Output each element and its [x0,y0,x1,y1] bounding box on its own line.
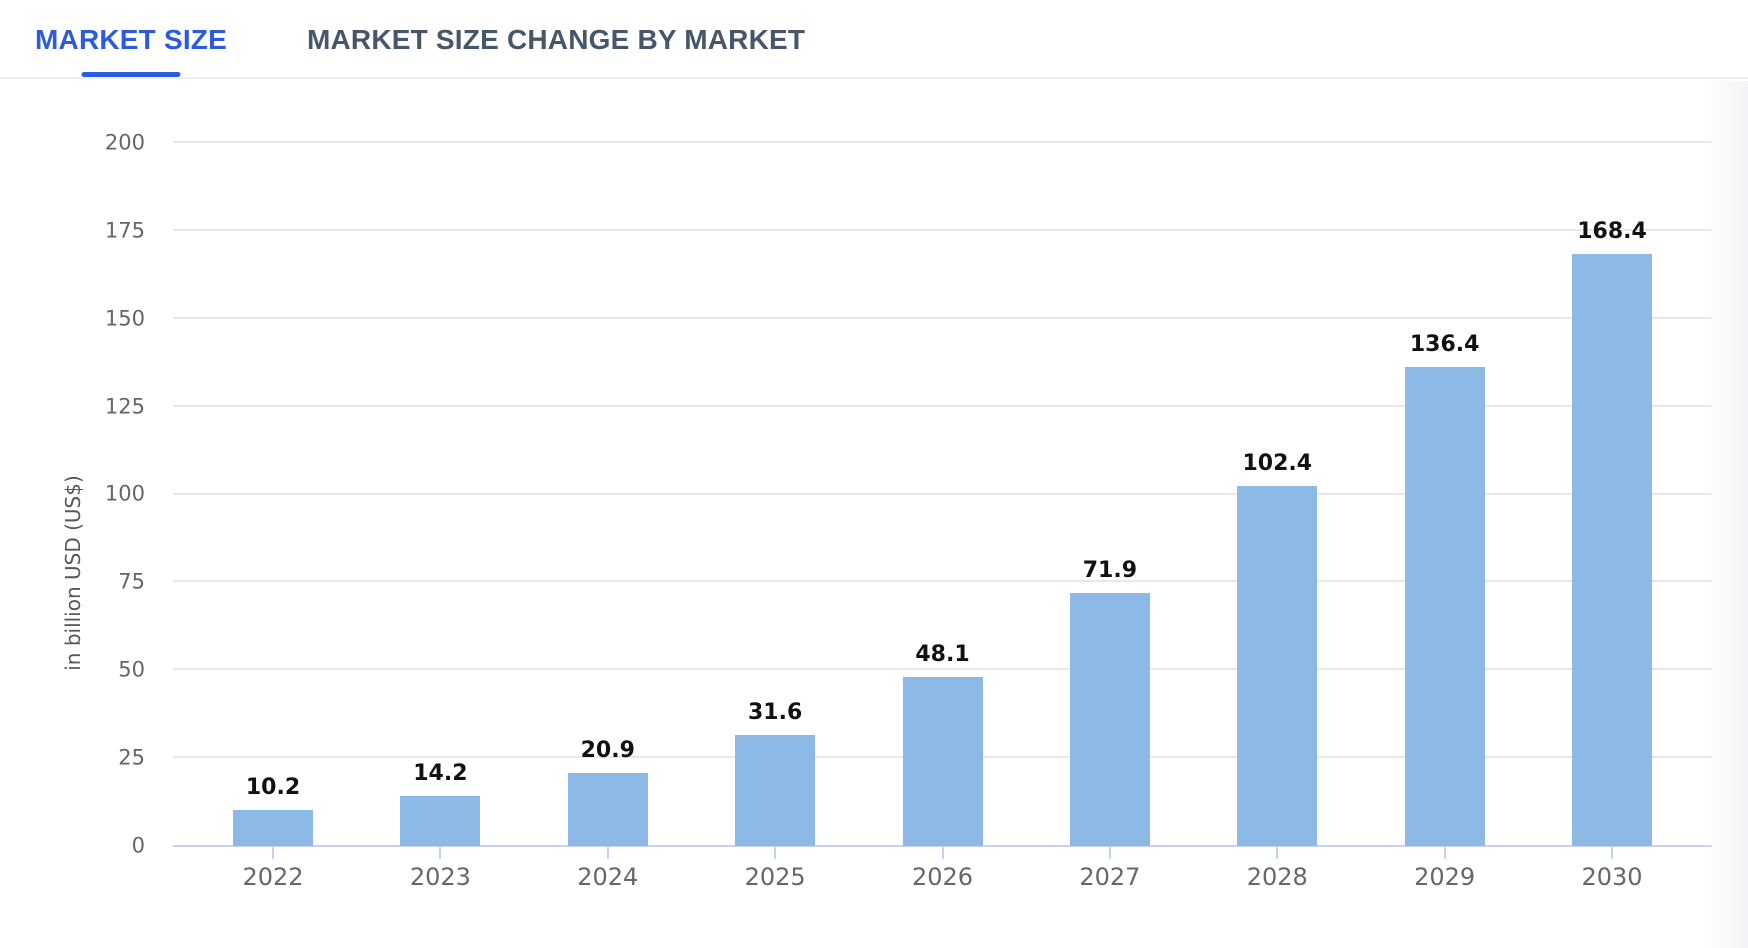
tab-market-size[interactable]: MARKET SIZE [35,22,227,77]
bar-2022[interactable] [233,810,313,846]
bar-value-label-2026: 48.1 [915,641,970,667]
x-tick-mark-2026 [941,846,944,859]
bar-value-label-2028: 102.4 [1242,451,1313,477]
gridline-200 [173,141,1712,143]
x-tick-label-2030: 2030 [1581,863,1643,891]
bar-slot-2027: 71.9 2027 [1069,143,1150,889]
x-tick-mark-2023 [439,846,442,859]
bar-slot-2025: 31.6 2025 [735,143,816,889]
bar-2028[interactable] [1237,486,1318,846]
gridline-175 [173,228,1712,231]
bar-2023[interactable] [400,796,481,846]
y-tick-label-75: 75 [118,569,145,594]
bar-2029[interactable] [1404,366,1485,846]
market-size-bar-chart: in billion USD (US$) 0 25 50 75 100 125 150 175… [0,81,1748,948]
bar-value-label-2025: 31.6 [747,699,803,725]
x-tick-mark-2030 [1611,846,1613,859]
x-tick-label-2028: 2028 [1246,863,1308,891]
bar-value-label-2024: 20.9 [580,737,635,763]
bar-2027[interactable] [1069,593,1150,846]
x-tick-label-2029: 2029 [1414,863,1476,891]
bar-slot-2022: 10.2 2022 [233,143,313,889]
bar-2030[interactable] [1572,254,1652,846]
bar-value-label-2022: 10.2 [245,775,301,801]
tab-market-size-change-label: MARKET SIZE CHANGE BY MARKET [306,23,806,55]
x-tick-mark-2024 [606,846,609,859]
gridline-50 [173,668,1712,671]
bar-slot-2030: 168.4 2030 [1572,143,1652,889]
bar-slot-2028: 102.4 2028 [1237,143,1318,889]
x-tick-mark-2022 [272,846,274,859]
y-tick-label-0: 0 [131,833,145,858]
bar-slot-2024: 20.9 2024 [567,143,648,889]
x-tick-label-2026: 2026 [911,863,974,891]
tab-market-size-label: MARKET SIZE [35,23,227,55]
y-tick-label-50: 50 [118,657,145,682]
x-tick-mark-2029 [1443,846,1446,859]
bars-container: 10.2 2022 14.2 2023 20.9 2024 31.6 2025 48.1 2026… [173,143,1712,889]
gridline-100 [173,492,1712,495]
bar-value-label-2023: 14.2 [413,761,468,787]
y-axis-tick-labels: 0 25 50 75 100 125 150 175 200 [0,131,145,857]
y-tick-label-25: 25 [118,745,145,770]
bar-value-label-2027: 71.9 [1082,558,1138,584]
tab-market-size-change-by-market[interactable]: MARKET SIZE CHANGE BY MARKET [307,22,805,56]
bar-slot-2026: 48.1 2026 [902,143,983,889]
bar-2026[interactable] [902,676,983,846]
x-tick-mark-2027 [1108,846,1111,859]
bar-value-label-2029: 136.4 [1409,331,1480,357]
gridline-75 [173,580,1712,583]
gridline-125 [173,404,1712,407]
x-tick-label-2025: 2025 [744,863,806,891]
plot-area: 10.2 2022 14.2 2023 20.9 2024 31.6 2025 48.1 2026… [173,141,1712,889]
y-tick-label-200: 200 [104,130,145,155]
y-tick-label-175: 175 [104,218,145,243]
bar-slot-2023: 14.2 2023 [400,143,481,889]
x-tick-label-2024: 2024 [577,863,639,891]
y-tick-label-150: 150 [104,306,145,331]
bar-slot-2029: 136.4 2029 [1404,143,1485,889]
active-tab-underline [81,71,181,77]
bar-value-label-2030: 168.4 [1577,219,1647,245]
x-tick-label-2022: 2022 [242,863,304,891]
tab-bar: MARKET SIZE MARKET SIZE CHANGE BY MARKET [0,0,1748,79]
y-tick-label-100: 100 [104,481,145,506]
gridline-150 [173,316,1712,319]
bar-2024[interactable] [567,772,648,846]
y-tick-label-125: 125 [104,394,145,419]
x-tick-mark-2025 [774,846,777,859]
bar-2025[interactable] [735,734,816,846]
x-tick-label-2023: 2023 [409,863,471,891]
x-tick-mark-2028 [1276,846,1279,859]
x-tick-label-2027: 2027 [1079,863,1141,891]
